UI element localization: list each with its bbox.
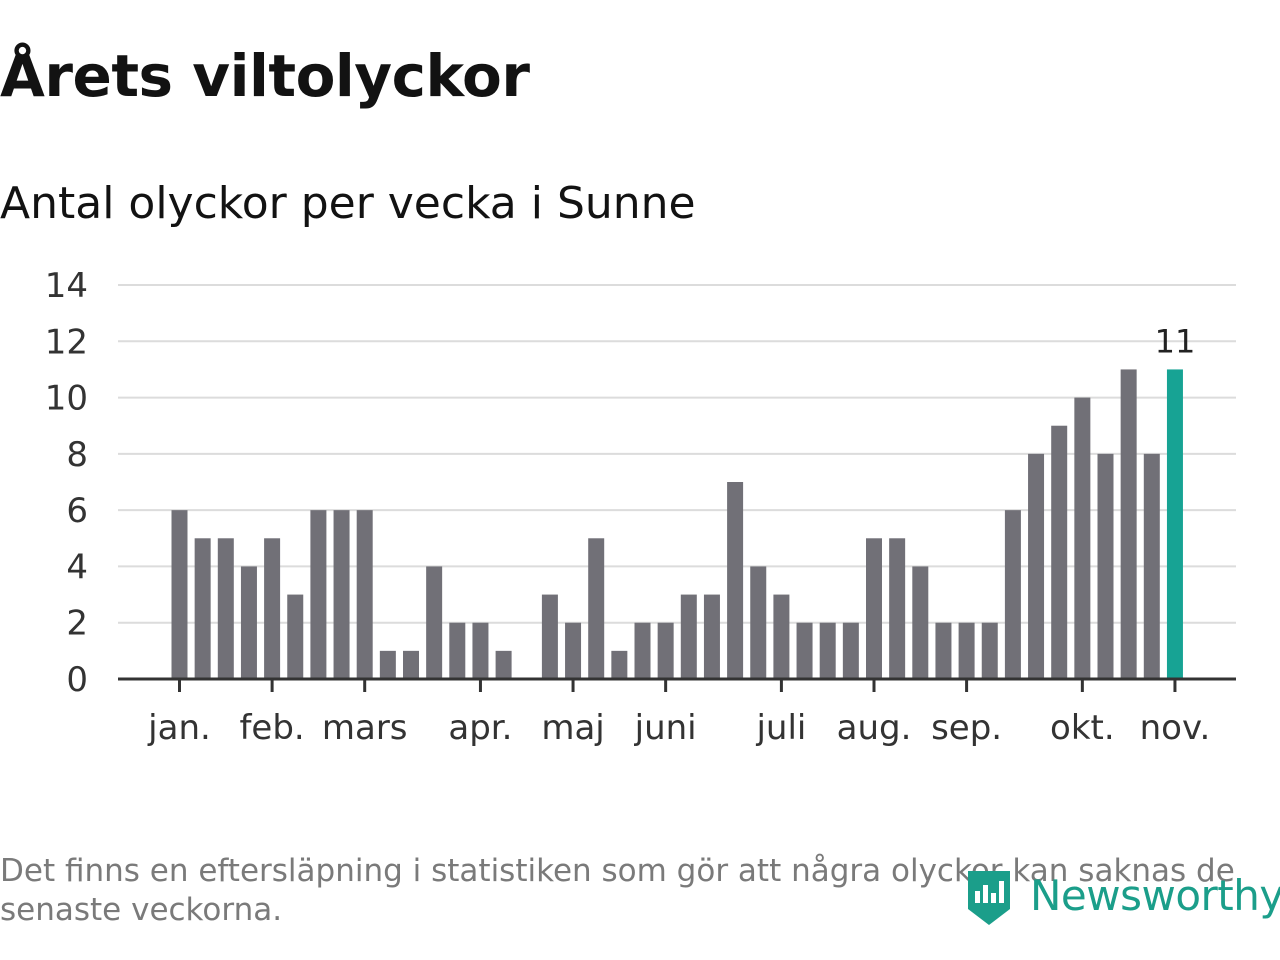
bar [935, 622, 952, 679]
bar [1074, 397, 1091, 679]
x-tick-label: sep. [931, 708, 1002, 748]
bar [171, 510, 188, 679]
bar [1004, 510, 1021, 679]
bar [1028, 453, 1045, 679]
bar-chart: 0 2 4 6 8 10 12 14 jan. feb. mars apr. maj juni juli a… [45, 266, 1236, 748]
x-tick-label: jan. [147, 708, 211, 748]
x-tick-label: feb. [239, 708, 304, 748]
x-tick-label: apr. [448, 708, 512, 748]
bar [680, 594, 697, 679]
chart-title: Årets viltolyckor [0, 42, 530, 110]
bar [611, 650, 628, 679]
bar-highlight [1166, 369, 1183, 679]
bar [310, 510, 327, 679]
bar [356, 510, 373, 679]
bar [842, 622, 859, 679]
bar [981, 622, 998, 679]
bar [565, 622, 582, 679]
y-tick-label: 2 [66, 604, 88, 644]
bar [588, 538, 605, 679]
bar [634, 622, 651, 679]
bar [217, 538, 234, 679]
bar [727, 482, 744, 679]
data-labels: 11 [1155, 322, 1196, 360]
bar [379, 650, 396, 679]
bar [495, 650, 512, 679]
chart-subtitle: Antal olyckor per vecka i Sunne [0, 178, 696, 229]
x-tick-label: mars [322, 708, 408, 748]
y-tick-label: 10 [45, 379, 88, 419]
bar [426, 566, 443, 679]
x-tick-label: juni [634, 708, 697, 748]
bar [240, 566, 257, 679]
x-tick-label: nov. [1140, 708, 1211, 748]
bar [194, 538, 211, 679]
x-tick-label: juli [755, 708, 806, 748]
bar [773, 594, 790, 679]
bar [287, 594, 304, 679]
gridlines [118, 284, 1236, 624]
footnote: Det finns en eftersläpning i statistiken… [0, 853, 1235, 928]
bar [333, 510, 350, 679]
bar [1097, 453, 1114, 679]
y-tick-label: 4 [66, 547, 88, 587]
y-tick-label: 12 [45, 322, 88, 362]
newsworthy-logo-text: Newsworthy [1030, 870, 1280, 920]
bar [703, 594, 720, 679]
bar [958, 622, 975, 679]
y-tick-label: 14 [45, 266, 88, 306]
bars [171, 369, 1183, 679]
bar [1120, 369, 1137, 679]
bar [403, 650, 419, 679]
y-axis-ticks: 0 2 4 6 8 10 12 14 [45, 266, 88, 700]
y-tick-label: 8 [66, 435, 88, 475]
y-tick-label: 6 [66, 491, 88, 531]
bar [866, 538, 882, 679]
bar [912, 566, 929, 679]
y-tick-label: 0 [66, 660, 88, 700]
bar [541, 594, 558, 679]
bar [449, 622, 466, 679]
bar [889, 538, 906, 679]
x-axis: jan. feb. mars apr. maj juni juli aug. sep. okt. n… [118, 677, 1236, 748]
bar [657, 622, 674, 679]
x-tick-label: aug. [837, 708, 912, 748]
bar [1051, 425, 1068, 679]
bar [750, 566, 767, 679]
x-tick-label: okt. [1050, 708, 1115, 748]
bar [264, 538, 281, 679]
newsworthy-logo-icon [968, 871, 1010, 925]
x-tick-label: maj [541, 708, 604, 748]
bar [819, 622, 836, 679]
bar [472, 622, 489, 679]
bar [796, 622, 813, 679]
highlight-value-label: 11 [1155, 322, 1196, 360]
bar [1143, 453, 1160, 679]
newsworthy-logo: Newsworthy [964, 862, 1280, 928]
